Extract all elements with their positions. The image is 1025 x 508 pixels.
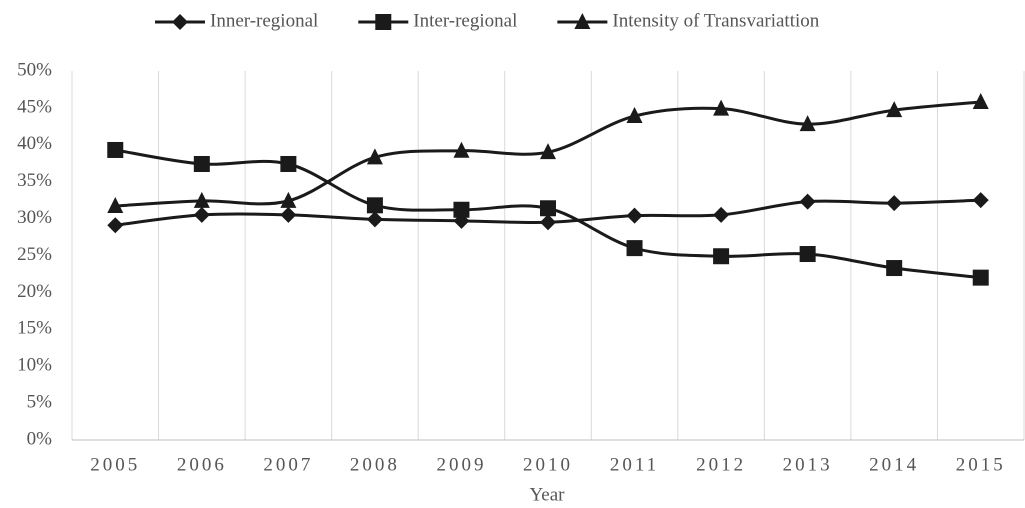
legend-label: Inner-regional bbox=[210, 10, 318, 31]
marker-diamond bbox=[799, 193, 816, 210]
marker-diamond bbox=[280, 206, 297, 223]
marker-diamond bbox=[366, 211, 383, 228]
marker-square bbox=[540, 200, 556, 217]
marker-triangle bbox=[799, 115, 816, 132]
x-tick-label: 2009 bbox=[436, 454, 486, 475]
marker-square bbox=[453, 201, 470, 218]
marker-square bbox=[972, 269, 989, 286]
x-tick-label: 2006 bbox=[177, 454, 227, 475]
marker-diamond bbox=[886, 195, 903, 212]
y-tick-label: 50% bbox=[17, 59, 52, 80]
marker-square bbox=[713, 248, 730, 265]
marker-square bbox=[626, 240, 643, 257]
x-tick-label: 2007 bbox=[263, 454, 313, 475]
marker-triangle bbox=[193, 191, 210, 208]
y-tick-label: 10% bbox=[17, 355, 52, 376]
marker-square bbox=[193, 155, 210, 172]
marker-square bbox=[375, 14, 392, 30]
x-tick-label: 2012 bbox=[696, 454, 746, 475]
y-tick-label: 0% bbox=[27, 428, 53, 449]
legend-label: Inter-regional bbox=[413, 10, 517, 31]
y-tick-label: 40% bbox=[17, 133, 52, 154]
marker-square bbox=[799, 246, 816, 263]
marker-diamond bbox=[193, 206, 210, 223]
marker-triangle bbox=[453, 141, 470, 158]
marker-square bbox=[107, 141, 124, 158]
x-tick-label: 2014 bbox=[869, 454, 919, 475]
marker-square bbox=[886, 260, 903, 277]
marker-triangle bbox=[107, 197, 124, 214]
marker-triangle bbox=[574, 13, 591, 29]
marker-diamond bbox=[172, 14, 188, 30]
marker-diamond bbox=[626, 207, 643, 224]
marker-triangle bbox=[280, 191, 297, 208]
x-tick-label: 2011 bbox=[610, 454, 659, 475]
marker-triangle bbox=[626, 107, 643, 124]
y-tick-label: 15% bbox=[17, 318, 52, 339]
marker-triangle bbox=[713, 99, 730, 116]
legend-label: Intensity of Transvariattion bbox=[612, 10, 819, 31]
marker-triangle bbox=[972, 92, 989, 109]
x-axis-title: Year bbox=[529, 484, 565, 505]
marker-diamond bbox=[713, 206, 730, 223]
y-tick-label: 25% bbox=[17, 244, 52, 265]
marker-diamond bbox=[972, 192, 989, 209]
y-tick-label: 20% bbox=[17, 281, 52, 302]
x-tick-label: 2013 bbox=[783, 454, 833, 475]
y-tick-label: 35% bbox=[17, 170, 52, 191]
x-tick-label: 2008 bbox=[350, 454, 400, 475]
marker-square bbox=[366, 197, 383, 214]
marker-square bbox=[280, 155, 297, 172]
marker-diamond bbox=[540, 214, 556, 231]
x-tick-label: 2010 bbox=[523, 454, 573, 475]
marker-triangle bbox=[540, 143, 556, 160]
marker-diamond bbox=[107, 217, 124, 234]
marker-triangle bbox=[886, 101, 903, 118]
y-tick-label: 45% bbox=[17, 96, 52, 117]
x-tick-label: 2005 bbox=[90, 454, 140, 475]
y-tick-label: 5% bbox=[27, 391, 53, 412]
x-tick-label: 2015 bbox=[956, 454, 1006, 475]
y-tick-label: 30% bbox=[17, 207, 52, 228]
marker-triangle bbox=[366, 148, 383, 165]
